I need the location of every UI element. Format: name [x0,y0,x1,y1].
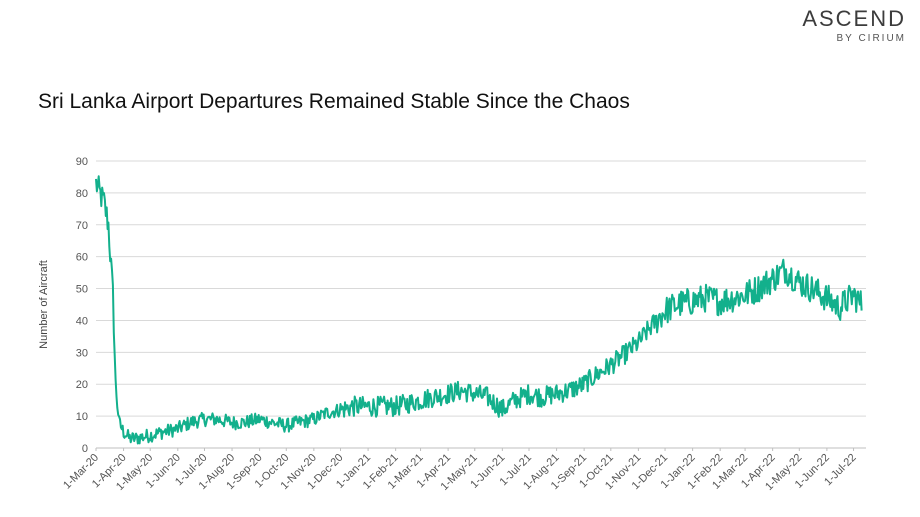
y-tick-label: 0 [82,443,88,455]
series-line [95,175,863,445]
brand-subtitle: BY CIRIUM [836,33,906,44]
y-axis-title: Number of Aircraft [38,260,50,349]
y-tick-label: 60 [76,252,88,264]
y-tick-label: 70 [76,220,88,232]
y-tick-label: 20 [76,379,88,391]
y-tick-label: 50 [76,284,88,296]
y-tick-label: 10 [76,411,88,423]
y-tick-label: 30 [76,347,88,359]
y-tick-label: 40 [76,315,88,327]
y-tick-label: 80 [76,188,88,200]
chart-title: Sri Lanka Airport Departures Remained St… [38,90,630,113]
y-tick-label: 90 [76,156,88,168]
brand-name: ASCEND [802,6,906,31]
brand-logo: ASCEND BY CIRIUM [802,6,906,44]
